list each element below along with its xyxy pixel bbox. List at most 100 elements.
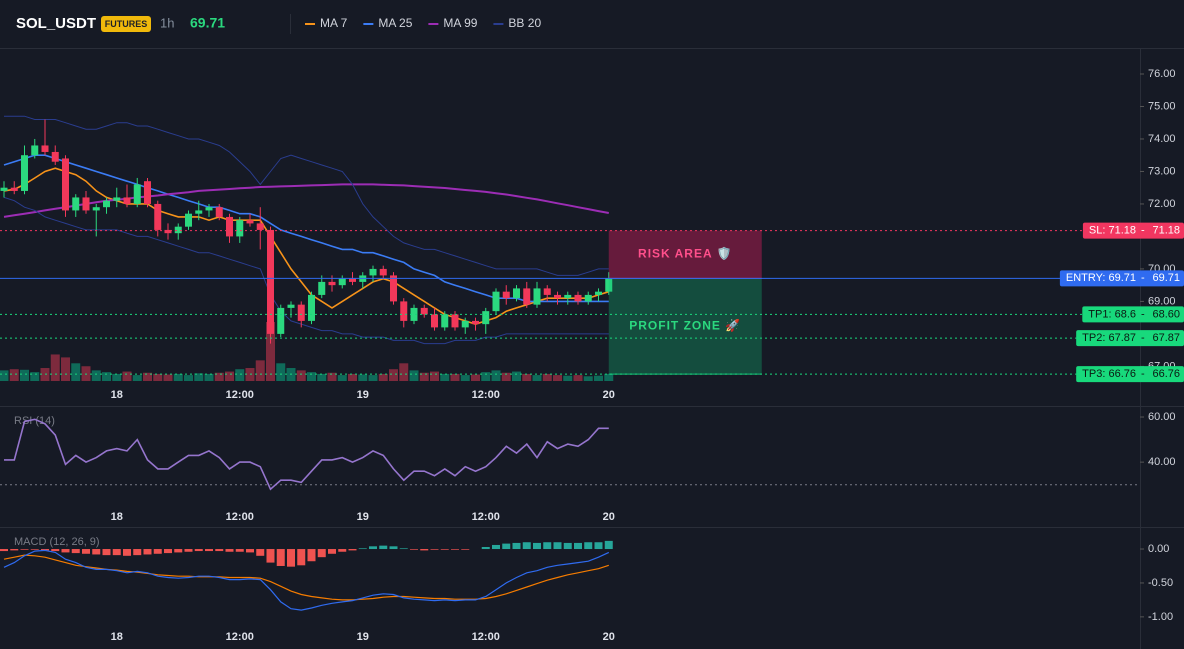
interval[interactable]: 1h: [160, 15, 174, 30]
candle-body: [164, 229, 172, 234]
macd-hist: [71, 549, 80, 554]
candle-body: [543, 288, 551, 295]
legend-label: MA 25: [378, 16, 412, 30]
volume-bar: [604, 373, 614, 381]
macd-hist: [235, 549, 244, 552]
candle-body: [574, 294, 582, 302]
volume-bar: [20, 369, 29, 381]
volume-bar: [255, 360, 265, 381]
macd-hist: [215, 549, 224, 552]
candle-body: [31, 145, 39, 156]
x-tick-label: 12:00: [472, 631, 500, 643]
zone: [608, 230, 762, 279]
macd-hist: [379, 545, 388, 550]
price-tag-sep: -: [1141, 224, 1145, 236]
volume-bar: [194, 373, 204, 381]
volume-bar: [307, 372, 316, 381]
macd-hist: [164, 549, 172, 554]
candle-body: [461, 320, 469, 328]
rsi-line: [4, 418, 609, 491]
y-tick-label: -0.50: [1148, 577, 1173, 589]
candle-body: [564, 294, 572, 299]
macd-hist: [604, 540, 613, 550]
x-tick-label: 12:00: [226, 511, 254, 523]
y-tick-label: 69.00: [1148, 295, 1176, 307]
macd-hist: [276, 549, 285, 566]
volume-bar: [81, 366, 91, 381]
zone-label: RISK AREA 🛡️: [638, 247, 732, 261]
macd-hist: [307, 549, 316, 562]
macd-hist: [266, 549, 275, 563]
bb-upper: [4, 115, 609, 276]
volume-bar: [583, 376, 593, 381]
price-tag: [1082, 306, 1184, 323]
macd-hist: [502, 543, 511, 550]
volume-bar: [143, 372, 152, 381]
y-tick-label: -1.00: [1148, 611, 1173, 623]
macd-hist: [51, 549, 60, 552]
y-tick-label: 0.00: [1148, 543, 1169, 555]
volume-bar: [0, 370, 9, 381]
volume-bar: [450, 373, 460, 381]
macd-hist: [430, 549, 439, 550]
price-tag-sep: -: [1141, 272, 1145, 284]
candle-body: [113, 197, 121, 201]
price-tag-name: ENTRY: 69.71: [1066, 272, 1136, 284]
candle-body: [390, 275, 397, 302]
y-tick-label: 60.00: [1148, 411, 1176, 423]
candle-body: [123, 197, 131, 204]
candle-body: [492, 291, 500, 312]
macd-title: MACD (12, 26, 9): [14, 536, 100, 548]
macd-hist: [205, 549, 213, 552]
zone-label: PROFIT ZONE 🚀: [629, 318, 741, 332]
macd-hist: [174, 549, 183, 553]
volume-bar: [153, 373, 163, 381]
volume-bar: [419, 372, 429, 381]
volume-bar: [173, 373, 183, 381]
candle-body: [451, 314, 459, 328]
macd-hist: [133, 549, 142, 556]
candle-body: [369, 268, 377, 276]
price-tag-value: 69.71: [1152, 272, 1180, 284]
macd-hist: [553, 542, 562, 550]
candle-body: [605, 278, 613, 292]
macd-hist: [317, 549, 326, 558]
bb-lower: [3, 196, 609, 345]
candle-body: [72, 197, 80, 211]
price-tag-value: 71.18: [1152, 224, 1180, 236]
volume-bar: [358, 374, 368, 381]
candle-body: [400, 301, 408, 321]
macd-hist: [522, 542, 531, 550]
y-tick-label: 40.00: [1148, 456, 1176, 468]
volume-bar: [389, 369, 398, 381]
candle-body: [441, 314, 449, 328]
symbol[interactable]: SOL_USDT: [16, 15, 96, 32]
candle-body: [584, 294, 592, 302]
candle-body: [287, 304, 295, 308]
y-tick-label: 76.00: [1148, 68, 1176, 80]
volume-bar: [337, 375, 347, 381]
price-tag: [1076, 366, 1184, 383]
x-tick-label: 12:00: [226, 389, 254, 401]
candle-body: [379, 268, 387, 276]
candle-body: [10, 187, 18, 191]
macd-hist: [20, 549, 29, 550]
volume-bar: [594, 375, 603, 381]
volume-bar: [102, 372, 111, 381]
volume-bar: [112, 373, 122, 381]
candle-body: [226, 216, 233, 237]
volume-bar: [214, 372, 224, 381]
candle-body: [82, 197, 90, 211]
volume-bar: [184, 375, 193, 381]
macd-hist: [225, 549, 234, 552]
candle-body: [338, 278, 346, 286]
price-tag-name: TP2: 67.87: [1082, 332, 1136, 344]
candle-body: [420, 307, 428, 315]
x-tick-label: 19: [357, 389, 369, 401]
macd-hist: [358, 548, 367, 550]
volume-bar: [573, 375, 583, 381]
x-tick-label: 18: [111, 511, 123, 523]
volume-bar: [563, 375, 573, 381]
